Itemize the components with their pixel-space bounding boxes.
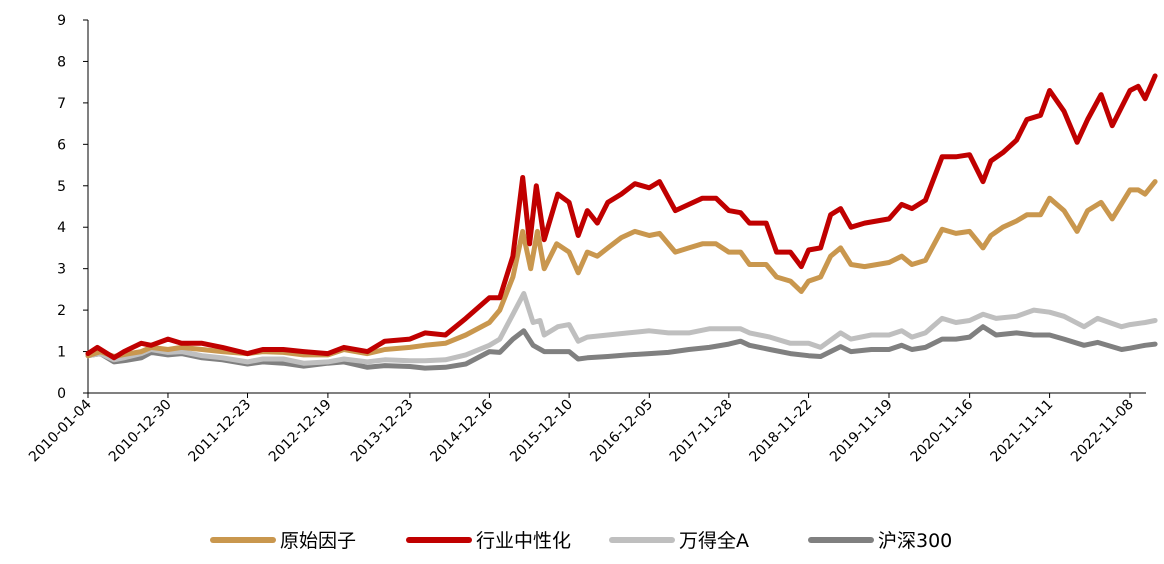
y-tick-label: 2	[57, 303, 66, 319]
x-tick-label: 2021-11-11	[988, 397, 1057, 466]
series-line-wind-all-a	[85, 291, 1158, 366]
y-axis-ticks: 0 1 2 3 4 5 6 7 8 9	[57, 13, 88, 402]
x-tick-label: 2013-12-23	[348, 397, 417, 466]
x-tick-label: 2010-01-04	[26, 396, 95, 465]
x-tick-label: 2015-12-10	[507, 397, 576, 466]
y-tick-label: 9	[57, 13, 66, 29]
x-tick-label: 2018-11-22	[747, 397, 816, 466]
legend-label: 沪深300	[878, 530, 952, 552]
legend-label: 万得全A	[679, 530, 749, 552]
x-tick-label: 2016-12-05	[587, 397, 656, 466]
legend-label: 行业中性化	[476, 530, 571, 552]
y-tick-label: 6	[57, 137, 66, 153]
y-tick-label: 4	[57, 220, 66, 236]
legend-item: 万得全A	[609, 530, 749, 552]
x-tick-label: 2020-11-16	[908, 396, 977, 465]
series-layer	[85, 73, 1158, 371]
series-line-csi300	[85, 324, 1158, 371]
y-tick-label: 1	[57, 345, 66, 361]
x-tick-label: 2011-12-23	[185, 397, 254, 466]
legend-item: 原始因子	[210, 530, 356, 552]
legend-item: 行业中性化	[406, 530, 571, 552]
x-tick-label: 2014-12-16	[427, 396, 496, 465]
y-tick-label: 0	[57, 386, 66, 402]
y-tick-label: 5	[57, 179, 66, 195]
legend-item: 沪深300	[808, 530, 952, 552]
series-line-industry-neutral	[85, 73, 1158, 361]
x-axis-ticks: 2010-01-04 2010-12-30 2011-12-23 2012-12-19…	[26, 393, 1137, 465]
legend: 原始因子 行业中性化 万得全A 沪深300	[210, 530, 952, 552]
x-tick-label: 2010-12-30	[106, 397, 175, 466]
y-tick-label: 3	[57, 262, 66, 278]
x-tick-label: 2017-11-28	[667, 397, 736, 466]
x-tick-label: 2022-11-08	[1068, 397, 1137, 466]
x-tick-label: 2012-12-19	[266, 397, 335, 466]
series-line-original-factor	[85, 179, 1158, 359]
x-tick-label: 2019-11-19	[827, 397, 896, 466]
legend-label: 原始因子	[280, 530, 356, 552]
y-tick-label: 7	[57, 96, 66, 112]
y-tick-label: 8	[57, 54, 66, 70]
